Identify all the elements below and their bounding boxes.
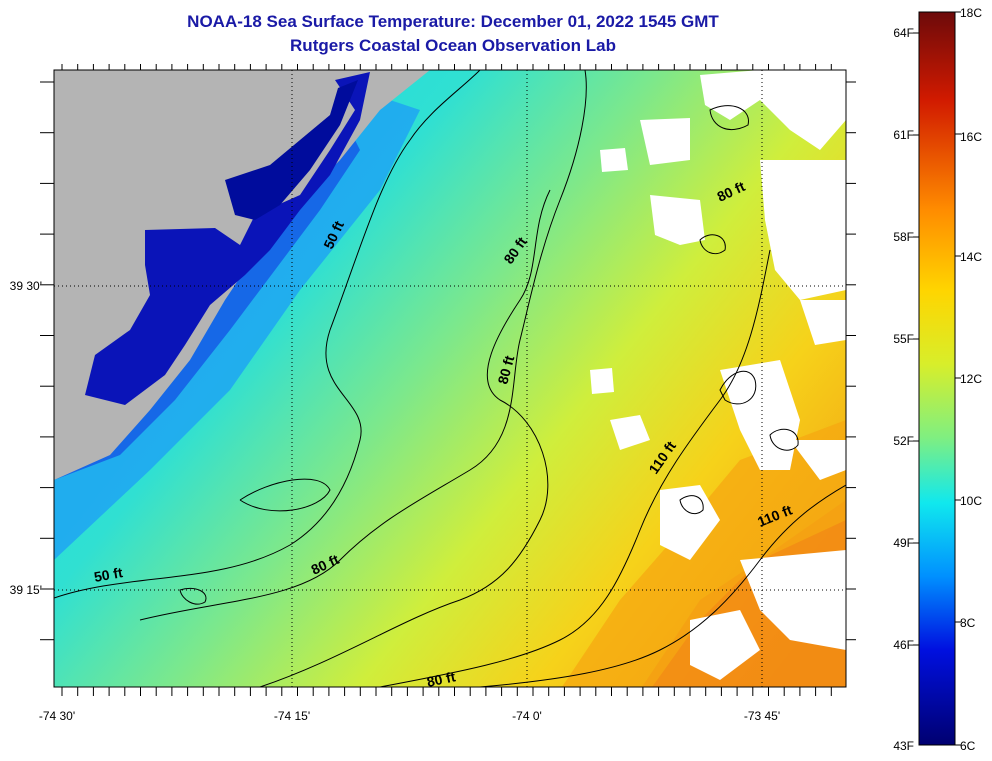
depth-contours bbox=[54, 70, 846, 687]
colorbar-c-label: 10C bbox=[960, 494, 982, 508]
colorbar-f-label: 58F bbox=[893, 230, 914, 244]
colorbar-c-label: 14C bbox=[960, 250, 982, 264]
map-ticks bbox=[40, 64, 856, 696]
colorbar-fahrenheit-labels: 64F 61F 58F 55F 52F 49F 46F 43F bbox=[893, 26, 914, 753]
contour-label: 50 ft bbox=[93, 564, 124, 585]
lat-label: 39 30' bbox=[10, 279, 42, 293]
lon-label: -74 30' bbox=[39, 709, 75, 723]
colorbar-c-label: 16C bbox=[960, 130, 982, 144]
colorbar-ticks bbox=[913, 11, 961, 746]
map-subtitle: Rutgers Coastal Ocean Observation Lab bbox=[290, 36, 616, 55]
colorbar-c-label: 6C bbox=[960, 739, 976, 753]
warm-patch bbox=[562, 420, 846, 687]
colorbar-f-label: 43F bbox=[893, 739, 914, 753]
bay-water bbox=[85, 72, 370, 405]
colorbar-c-label: 18C bbox=[960, 6, 982, 20]
lon-label: -74 15' bbox=[274, 709, 310, 723]
lon-label: -74 0' bbox=[512, 709, 542, 723]
colorbar-f-label: 49F bbox=[893, 536, 914, 550]
colorbar-f-label: 55F bbox=[893, 332, 914, 346]
colorbar bbox=[918, 11, 956, 746]
no-data-areas bbox=[590, 70, 846, 680]
colorbar-c-label: 8C bbox=[960, 616, 976, 630]
colorbar-celsius-labels: 18C 16C 14C 12C 10C 8C 6C bbox=[960, 6, 982, 753]
map-frame bbox=[53, 69, 847, 688]
longitude-labels: -74 30' -74 15' -74 0' -73 45' bbox=[39, 709, 780, 723]
contour-label: 80 ft bbox=[494, 354, 517, 386]
map-title: NOAA-18 Sea Surface Temperature: Decembe… bbox=[187, 12, 719, 31]
nearshore-cold-band bbox=[54, 90, 420, 560]
colorbar-c-label: 12C bbox=[960, 372, 982, 386]
contour-label: 80 ft bbox=[425, 668, 457, 690]
lon-label: -73 45' bbox=[744, 709, 780, 723]
lat-label: 39 15' bbox=[10, 583, 42, 597]
colorbar-f-label: 61F bbox=[893, 128, 914, 142]
colorbar-f-label: 52F bbox=[893, 434, 914, 448]
latitude-labels: 39 30' 39 15' bbox=[10, 279, 42, 597]
colorbar-f-label: 46F bbox=[893, 638, 914, 652]
colorbar-f-label: 64F bbox=[893, 26, 914, 40]
graticule bbox=[54, 70, 846, 687]
